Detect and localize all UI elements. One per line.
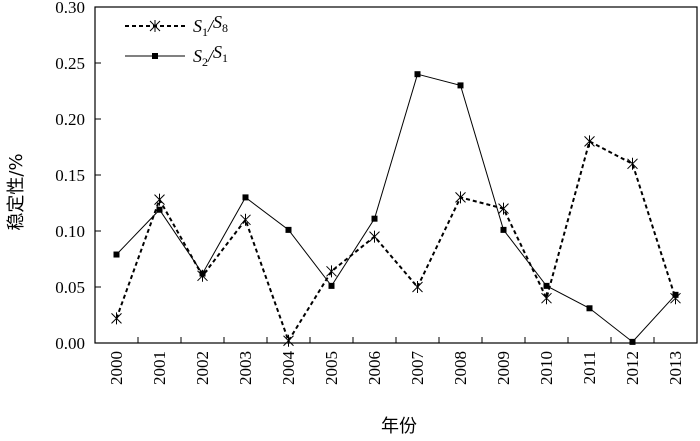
series-line	[116, 73, 676, 343]
x-tick-label: 2009	[494, 351, 513, 385]
y-tick-label: 0.10	[55, 222, 85, 241]
x-tick-label: 2003	[236, 351, 255, 385]
plot-border	[94, 6, 698, 344]
square-marker	[586, 305, 593, 312]
square-marker	[414, 71, 421, 78]
series-1	[111, 135, 681, 347]
square-marker	[371, 215, 378, 222]
asterisk-marker	[111, 312, 122, 325]
asterisk-marker	[154, 193, 165, 206]
y-tick-label: 0.30	[55, 0, 85, 17]
x-tick-label: 2010	[537, 351, 556, 385]
asterisk-marker	[455, 191, 466, 204]
asterisk-marker	[326, 265, 337, 278]
x-axis-title: 年份	[381, 416, 417, 437]
y-tick-label: 0.20	[55, 110, 85, 129]
square-marker	[199, 270, 206, 277]
square-marker	[285, 226, 292, 233]
legend-entry-2: S2/S1	[125, 42, 228, 69]
asterisk-marker	[240, 213, 251, 226]
square-marker	[672, 291, 679, 298]
x-tick-label: 2007	[408, 351, 427, 386]
asterisk-marker	[283, 334, 294, 347]
x-tick-label: 2004	[279, 351, 298, 386]
y-tick-label: 0.05	[55, 278, 85, 297]
square-marker	[543, 282, 550, 289]
asterisk-marker	[541, 292, 552, 305]
square-marker	[242, 194, 249, 201]
asterisk-marker	[369, 230, 380, 243]
square-marker	[152, 53, 158, 59]
x-tick-label: 2001	[150, 351, 169, 385]
x-tick-label: 2013	[666, 351, 685, 385]
series-2	[113, 71, 679, 345]
y-tick-label: 0.00	[55, 334, 85, 353]
y-axis: 0.00 0.05 0.10 0.15 0.20 0.25 0.30	[55, 0, 101, 353]
x-tick-label: 2008	[451, 351, 470, 385]
legend: S1/S8 S2/S1	[125, 12, 228, 69]
x-tick-label: 2006	[365, 351, 384, 385]
square-marker	[328, 282, 335, 289]
legend-label: S1/S8	[193, 12, 228, 39]
x-tick-label: 2000	[107, 351, 126, 385]
y-tick-label: 0.15	[55, 166, 85, 185]
square-marker	[500, 226, 507, 233]
series-line	[115, 139, 677, 344]
legend-label: S2/S1	[193, 42, 228, 69]
x-tick-label: 2002	[193, 351, 212, 385]
square-marker	[457, 82, 464, 89]
plot-area	[94, 6, 698, 344]
square-marker	[113, 251, 120, 258]
asterisk-marker	[627, 157, 638, 170]
y-tick-label: 0.25	[55, 54, 85, 73]
y-axis-title: 稳定性/%	[6, 153, 27, 230]
series-layer	[111, 71, 681, 347]
x-tick-label: 2005	[322, 351, 341, 385]
asterisk-marker	[149, 20, 161, 32]
x-tick-label: 2011	[580, 351, 599, 384]
asterisk-marker	[584, 135, 595, 148]
asterisk-marker	[412, 281, 423, 293]
asterisk-marker	[498, 202, 509, 215]
square-marker	[156, 206, 163, 213]
x-axis: 2000 2001 2002 2003 2004 2005 2006 2007 2008 2009…	[94, 337, 698, 386]
legend-entry-1: S1/S8	[125, 12, 228, 39]
x-tick-label: 2012	[623, 351, 642, 385]
square-marker	[629, 338, 636, 345]
